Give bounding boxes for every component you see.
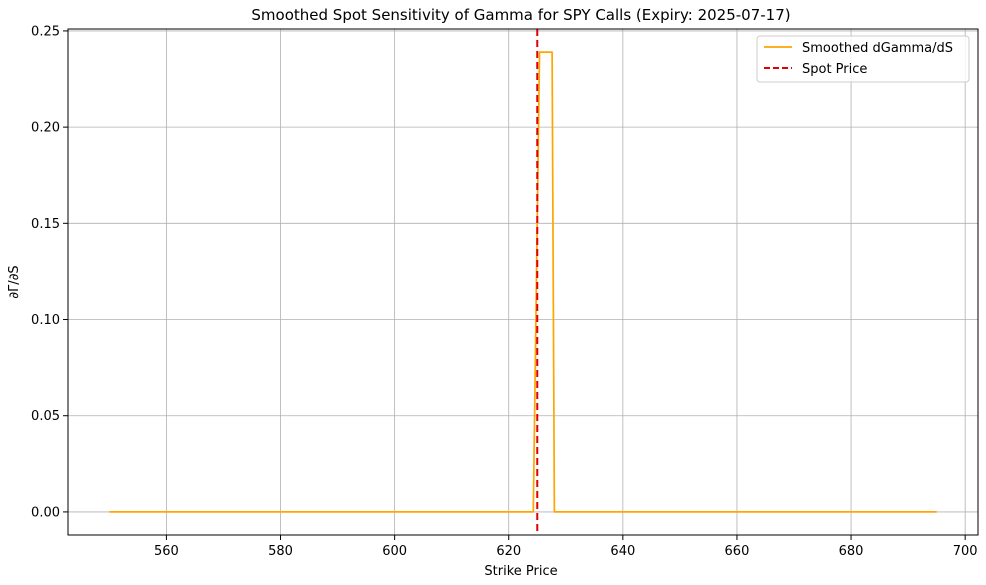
chart-title: Smoothed Spot Sensitivity of Gamma for S… (251, 6, 790, 24)
y-tick-label: 0.10 (31, 313, 60, 328)
y-tick-label: 0.25 (31, 24, 60, 39)
axes-layer: 560 580 600 620 640 660 680 700 0.00 0.05 0.10 0.15… (31, 24, 979, 559)
x-tick-label: 680 (839, 544, 864, 559)
plot-frame (67, 28, 979, 536)
y-tick-label: 0.20 (31, 121, 60, 136)
legend-label-gamma: Smoothed dGamma/dS (802, 41, 953, 56)
series-layer (109, 29, 937, 535)
x-tick-label: 700 (953, 544, 978, 559)
legend-box (756, 35, 970, 83)
grid-layer (68, 29, 978, 535)
x-axis-label: Strike Price (484, 564, 557, 579)
x-tick-label: 620 (496, 544, 521, 559)
y-tick-label: 0.05 (31, 409, 60, 424)
x-tick-label: 600 (382, 544, 407, 559)
x-tick-label: 580 (268, 544, 293, 559)
y-tick-label: 0.15 (31, 217, 60, 232)
y-tick-label: 0.00 (31, 505, 60, 520)
x-tick-label: 560 (154, 544, 179, 559)
x-tick-label: 660 (725, 544, 750, 559)
x-tick-label: 640 (610, 544, 635, 559)
y-axis-label: ∂Γ/∂S (7, 265, 22, 298)
series-line-0 (109, 51, 937, 513)
legend-label-spot: Spot Price (802, 62, 867, 77)
legend: Smoothed dGamma/dS Spot Price (756, 35, 970, 83)
